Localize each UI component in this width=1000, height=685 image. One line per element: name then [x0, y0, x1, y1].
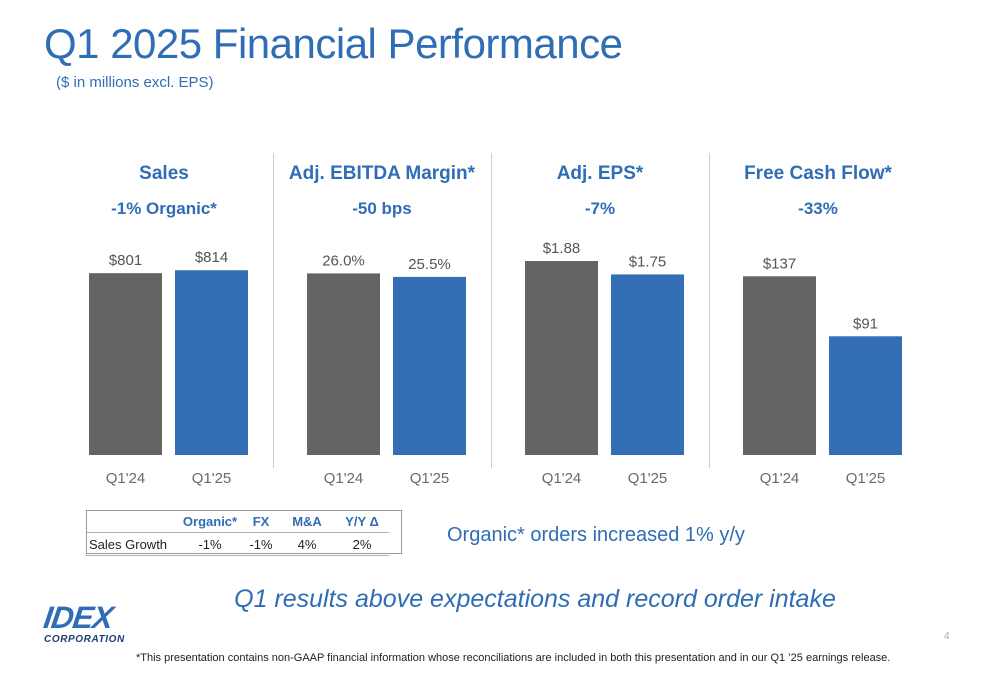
data-label: $91 — [853, 315, 878, 332]
tick-label: Q1'25 — [410, 470, 450, 487]
logo-wordmark: CORPORATION — [44, 634, 125, 645]
idex-logo: IDEX CORPORATION — [41, 600, 125, 648]
bar-prior — [89, 273, 162, 455]
logo-mark: IDEX — [41, 600, 115, 635]
data-label: $801 — [109, 252, 142, 269]
tick-label: Q1'24 — [542, 470, 582, 487]
panel-change: -50 bps — [352, 199, 412, 218]
table-header-cell: Organic* — [177, 510, 243, 533]
panel-change: -1% Organic* — [111, 199, 217, 218]
table-header-row: Organic* FX M&A Y/Y Δ — [86, 510, 389, 533]
footnote: *This presentation contains non-GAAP fin… — [136, 652, 891, 664]
tick-label: Q1'24 — [324, 470, 364, 487]
table-cell: Sales Growth — [86, 532, 177, 556]
page-subtitle: ($ in millions excl. EPS) — [56, 74, 214, 91]
page-number: 4 — [944, 631, 950, 642]
data-label: $814 — [195, 249, 228, 266]
bar-current — [611, 274, 684, 455]
panel-change: -7% — [584, 199, 616, 218]
tick-label: Q1'24 — [760, 470, 800, 487]
orders-note: Organic* orders increased 1% y/y — [447, 524, 745, 546]
data-label: $1.75 — [629, 253, 667, 270]
panel-title: Adj. EBITDA Margin* — [288, 163, 476, 184]
data-label: 26.0% — [322, 252, 365, 269]
bar-prior — [743, 276, 816, 455]
panel-divider — [273, 153, 274, 468]
tagline: Q1 results above expectations and record… — [234, 585, 836, 613]
table-header-cell: FX — [243, 510, 279, 533]
table-cell: -1% — [177, 532, 243, 556]
table-header-cell — [86, 510, 177, 533]
panel-title: Adj. EPS* — [556, 163, 644, 184]
data-label: 25.5% — [408, 256, 451, 273]
tick-label: Q1'24 — [106, 470, 146, 487]
table-row: Sales Growth -1% -1% 4% 2% — [86, 532, 389, 556]
bar-prior — [307, 273, 380, 455]
table-cell: -1% — [243, 532, 279, 556]
tick-label: Q1'25 — [628, 470, 668, 487]
data-label: $137 — [763, 255, 796, 272]
panel-change: -33% — [798, 199, 838, 218]
panel-title: Sales — [139, 163, 189, 184]
panel-divider — [491, 153, 492, 468]
page-title: Q1 2025 Financial Performance — [44, 20, 623, 67]
table-cell: 4% — [279, 532, 335, 556]
panel-title: Free Cash Flow* — [744, 163, 892, 184]
data-label: $1.88 — [543, 240, 581, 257]
bar-current — [393, 276, 466, 455]
bar-current — [829, 336, 902, 455]
table-header-cell: M&A — [279, 510, 335, 533]
panel-divider — [709, 153, 710, 468]
bar-prior — [525, 261, 598, 455]
table-header-cell: Y/Y Δ — [335, 510, 389, 533]
tick-label: Q1'25 — [192, 470, 232, 487]
bar-current — [175, 270, 248, 455]
table-cell: 2% — [335, 532, 389, 556]
sales-growth-table: Organic* FX M&A Y/Y Δ Sales Growth -1% -… — [86, 510, 389, 556]
tick-label: Q1'25 — [846, 470, 886, 487]
